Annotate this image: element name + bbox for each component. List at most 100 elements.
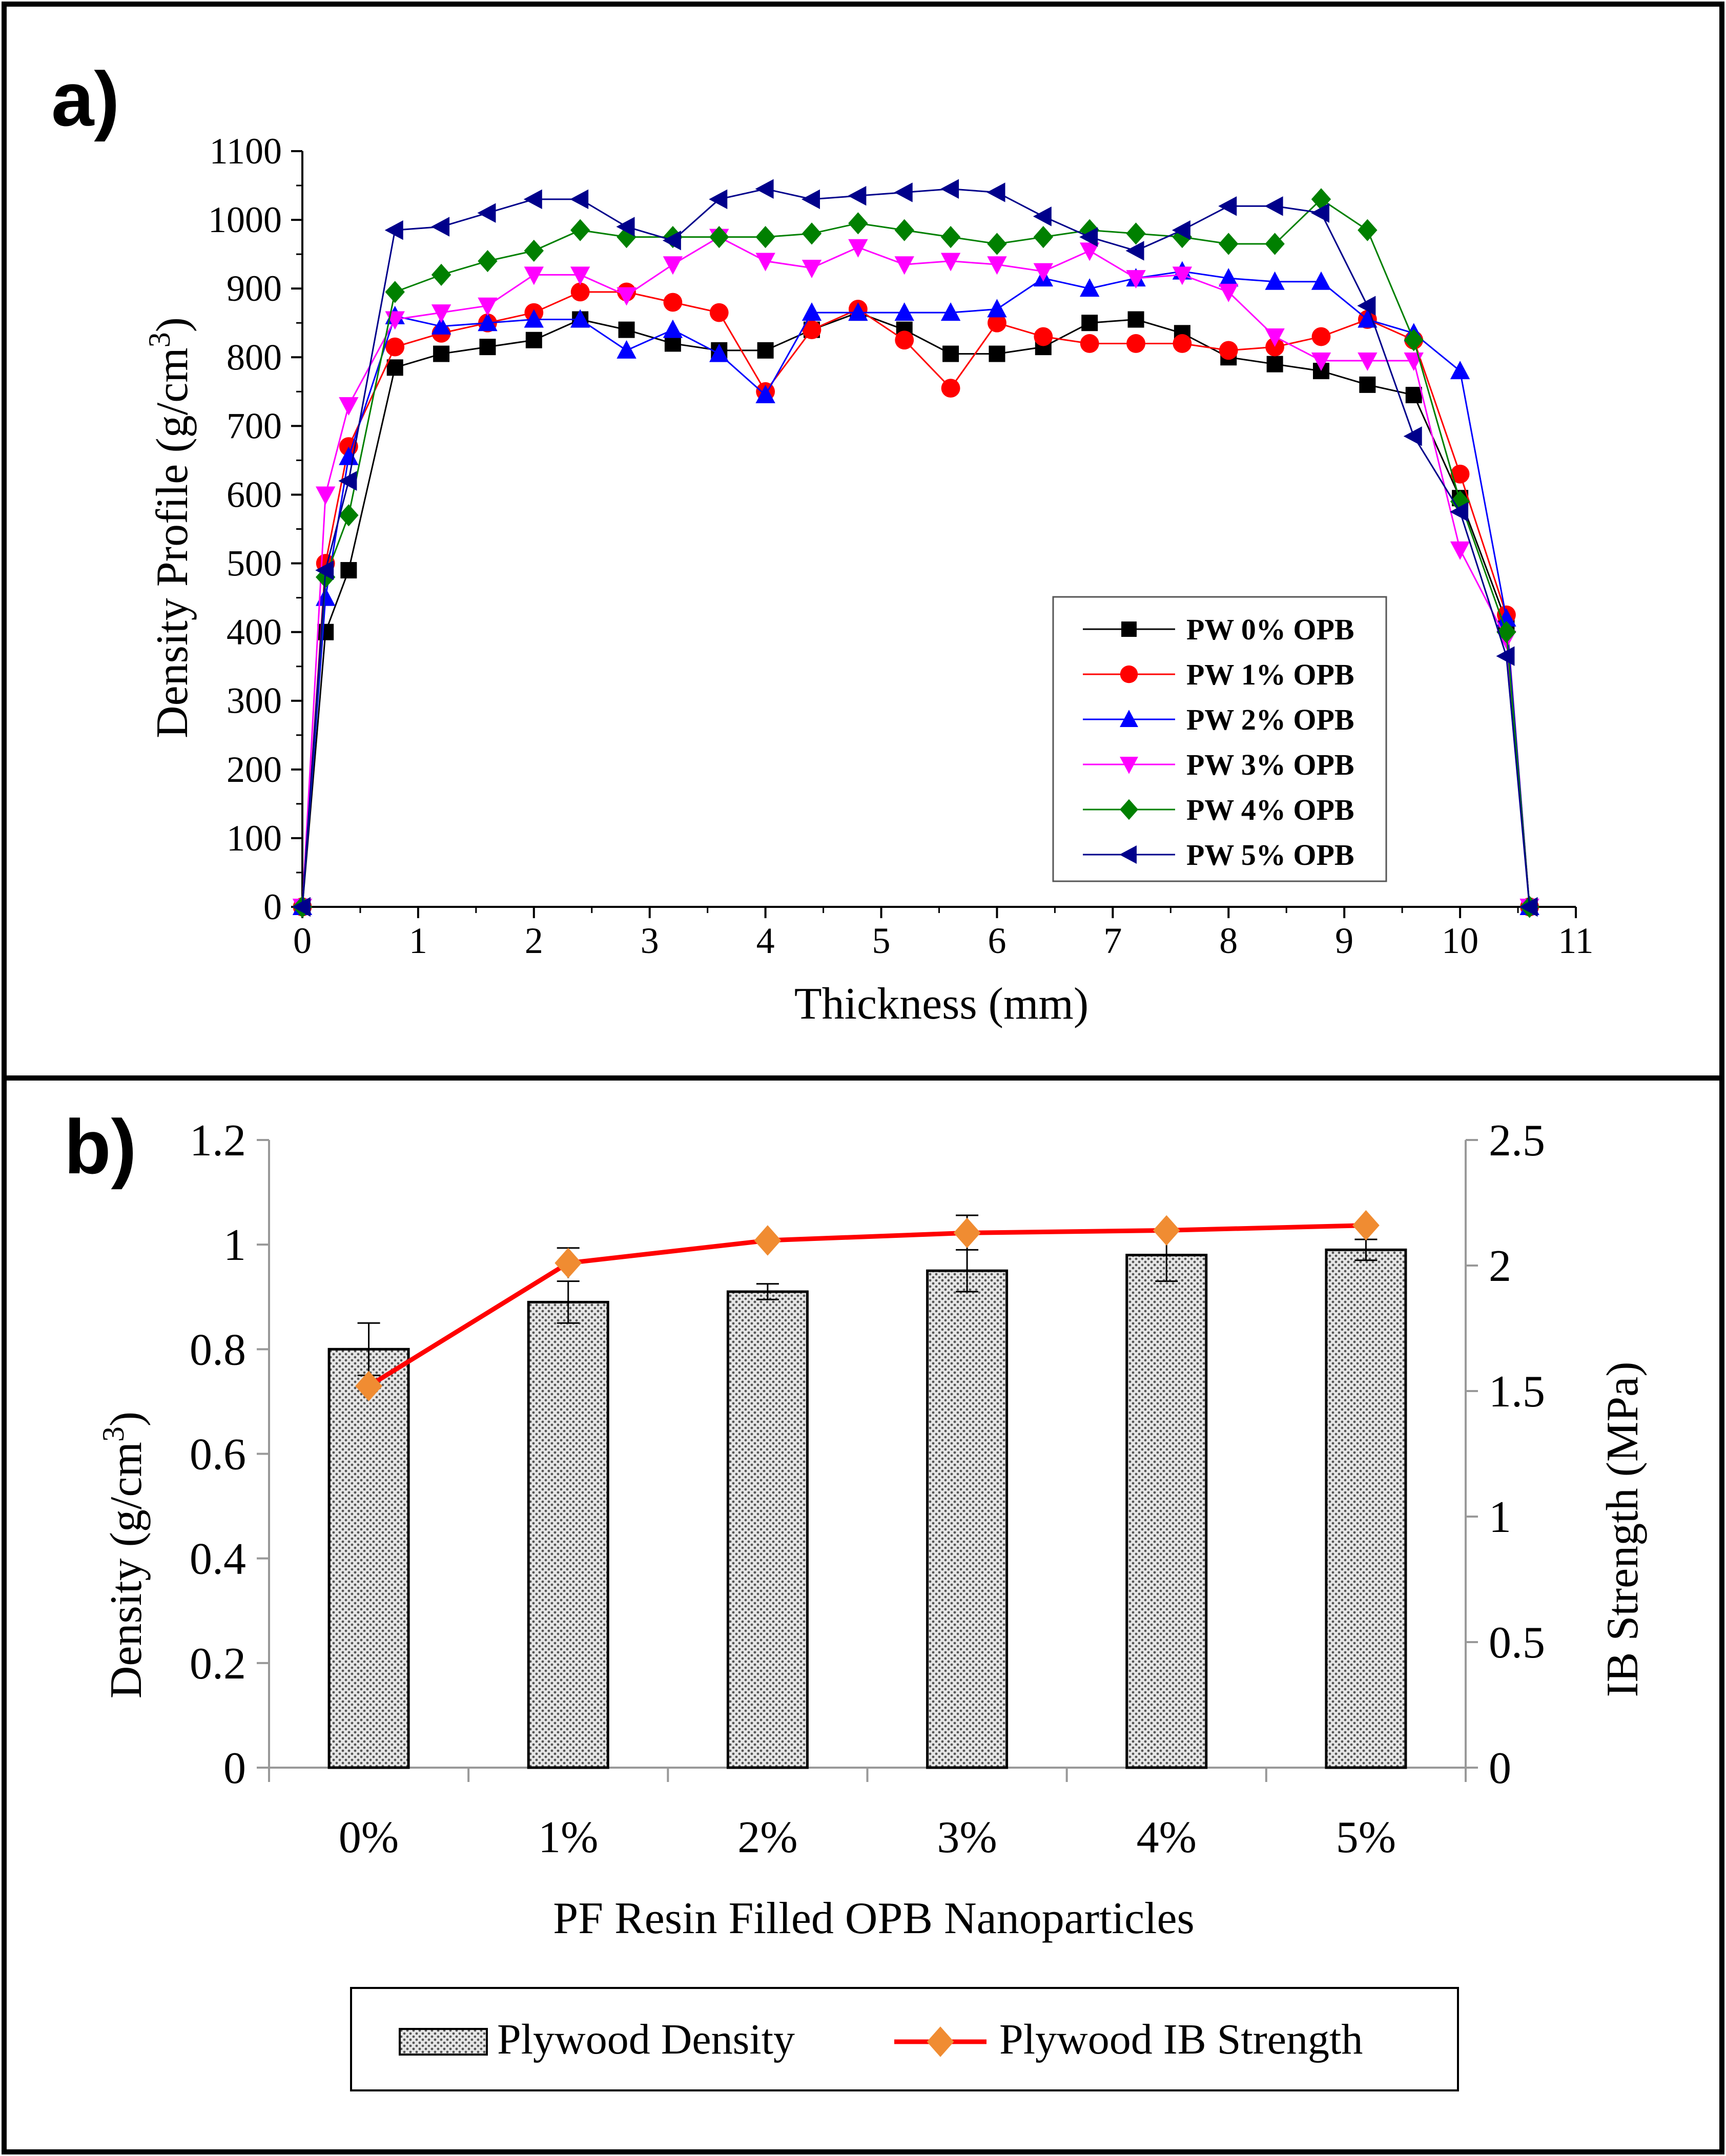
density-profile-point bbox=[431, 304, 451, 323]
density-profile-point bbox=[431, 263, 451, 286]
density-profile-point bbox=[987, 256, 1007, 275]
density-profile-point bbox=[709, 189, 728, 210]
density-profile-y-tick-label: 200 bbox=[227, 749, 282, 790]
density-profile-point bbox=[477, 203, 496, 223]
density-profile-point bbox=[338, 471, 357, 491]
density-profile-point bbox=[1450, 361, 1470, 380]
density-profile-y-tick-label: 1000 bbox=[208, 199, 282, 240]
density-profile-point bbox=[1265, 328, 1285, 347]
density-profile-point bbox=[339, 446, 359, 465]
density-profile-point bbox=[989, 345, 1005, 362]
density-profile-point bbox=[802, 222, 822, 245]
density-profile-point bbox=[755, 179, 774, 199]
density-profile-point bbox=[1403, 426, 1422, 446]
density-profile-point bbox=[1358, 352, 1378, 371]
density-profile-point bbox=[617, 287, 636, 306]
density-profile-point bbox=[478, 250, 498, 273]
density-profile-point bbox=[1496, 608, 1516, 627]
density-profile-legend-marker bbox=[1120, 799, 1138, 820]
density-profile-point bbox=[1126, 270, 1146, 289]
density-profile-point bbox=[292, 897, 311, 917]
density-profile-point bbox=[339, 397, 359, 416]
density-profile-y-axis-title-sup: 3 bbox=[142, 332, 176, 347]
density-profile-point bbox=[616, 217, 635, 237]
density-ib-y2-axis-title: IB Strength (MPa) bbox=[1598, 1361, 1648, 1697]
density-profile-chart: 0 1 2 3 4 5 6 7 8 9 10 11 0 100 200 300 400 500 600 700 800… bbox=[142, 131, 1594, 1029]
density-profile-point bbox=[848, 185, 867, 206]
density-profile-y-tick-label: 400 bbox=[227, 612, 282, 653]
density-profile-point bbox=[1311, 203, 1329, 223]
density-profile-point bbox=[709, 226, 729, 248]
density-profile-point bbox=[1357, 296, 1376, 316]
density-ib-y-tick-label: 0.8 bbox=[190, 1325, 246, 1375]
density-ib-y-tick-label: 0.6 bbox=[190, 1430, 246, 1480]
density-ib-y-tick-label: 1 bbox=[223, 1220, 246, 1270]
density-profile-point bbox=[1311, 271, 1331, 290]
density-ib-y-tick-label: 0.2 bbox=[190, 1639, 246, 1689]
density-profile-x-tick-label: 10 bbox=[1442, 920, 1478, 961]
density-profile-y-tick-label: 900 bbox=[227, 268, 282, 309]
density-legend-swatch bbox=[399, 2028, 488, 2056]
density-profile-point bbox=[315, 560, 334, 581]
density-profile-point bbox=[987, 182, 1005, 202]
density-profile-y-tick-label: 700 bbox=[227, 405, 282, 446]
density-profile-legend-marker bbox=[1119, 845, 1137, 864]
density-profile-point bbox=[1173, 334, 1192, 353]
density-profile-point bbox=[1405, 387, 1422, 404]
density-ib-y2-tick-label: 1.5 bbox=[1489, 1367, 1545, 1417]
density-ib-category-label: 3% bbox=[937, 1813, 997, 1862]
density-ib-y-tick-label: 0.4 bbox=[190, 1535, 246, 1584]
density-profile-point bbox=[1450, 541, 1470, 560]
density-profile-point bbox=[894, 302, 914, 321]
ib-legend-marker bbox=[927, 2026, 954, 2057]
density-profile-point bbox=[525, 331, 542, 348]
density-profile-series-5 bbox=[292, 179, 1538, 917]
density-profile-legend-label: PW 0% OPB bbox=[1186, 613, 1354, 646]
density-profile-point bbox=[524, 266, 544, 285]
density-profile-point bbox=[1033, 206, 1052, 226]
density-legend-label: Plywood Density bbox=[497, 2016, 795, 2063]
density-profile-point bbox=[1126, 222, 1146, 245]
density-profile-point bbox=[523, 189, 542, 210]
density-profile-point bbox=[618, 321, 635, 338]
density-ib-y-axis-title: Density (g/cm3) bbox=[96, 1412, 151, 1698]
density-profile-x-axis-title: Thickness (mm) bbox=[794, 979, 1088, 1029]
density-profile-point bbox=[848, 302, 868, 321]
density-profile-y-tick-label: 100 bbox=[227, 818, 282, 859]
density-profile-point bbox=[617, 340, 636, 359]
density-profile-legend: PW 0% OPB PW 1% OPB PW 2% OPB PW 3% OPB PW 4… bbox=[1052, 596, 1387, 882]
density-profile-point bbox=[1311, 327, 1331, 346]
density-ib-chart: 0% 1% 2% 3% 4% 5% 0 0.2 0.4 0.6 0.8 1 1.2 0 0.5 1 1.5 2 2.… bbox=[96, 1116, 1648, 2091]
density-profile-point bbox=[570, 266, 590, 285]
density-profile-point bbox=[987, 233, 1007, 255]
density-profile-point bbox=[663, 256, 683, 275]
density-profile-x-tick-label: 6 bbox=[988, 920, 1006, 961]
density-profile-point bbox=[895, 330, 914, 350]
panel-a-label: a) bbox=[51, 56, 119, 142]
density-ib-y-axis-title-sup: 3 bbox=[96, 1426, 130, 1442]
density-profile-point bbox=[524, 309, 544, 328]
density-profile-point bbox=[1496, 646, 1515, 666]
density-profile-point bbox=[1172, 220, 1190, 240]
density-profile-point bbox=[1219, 283, 1239, 302]
density-ib-y-axis-title-close: ) bbox=[101, 1412, 151, 1426]
density-profile-legend-marker bbox=[1121, 621, 1137, 637]
density-profile-point bbox=[1358, 309, 1378, 328]
density-profile-x-tick-label: 1 bbox=[409, 920, 427, 961]
density-profile-point bbox=[570, 189, 589, 210]
density-profile-legend-label: PW 5% OPB bbox=[1186, 838, 1354, 872]
density-profile-x-tick-labels: 0 1 2 3 4 5 6 7 8 9 10 11 bbox=[293, 920, 1594, 961]
density-profile-point bbox=[1265, 337, 1285, 357]
density-ib-y-axis-title-text: Density (g/cm bbox=[101, 1442, 151, 1698]
density-profile-point bbox=[1125, 241, 1144, 261]
ib-strength-point bbox=[554, 1248, 582, 1278]
density-profile-legend-marker bbox=[1120, 665, 1138, 683]
density-profile-point bbox=[1081, 315, 1098, 331]
density-profile-point bbox=[385, 337, 405, 357]
density-profile-y-tick-labels: 0 100 200 300 400 500 600 700 800 900 1000 1100 bbox=[208, 131, 282, 927]
density-profile-point bbox=[940, 226, 961, 248]
density-profile-x-tick-label: 3 bbox=[641, 920, 659, 961]
density-ib-category-label: 4% bbox=[1137, 1813, 1197, 1862]
density-profile-y-axis-title-text: Density Profile (g/cm bbox=[148, 347, 197, 738]
